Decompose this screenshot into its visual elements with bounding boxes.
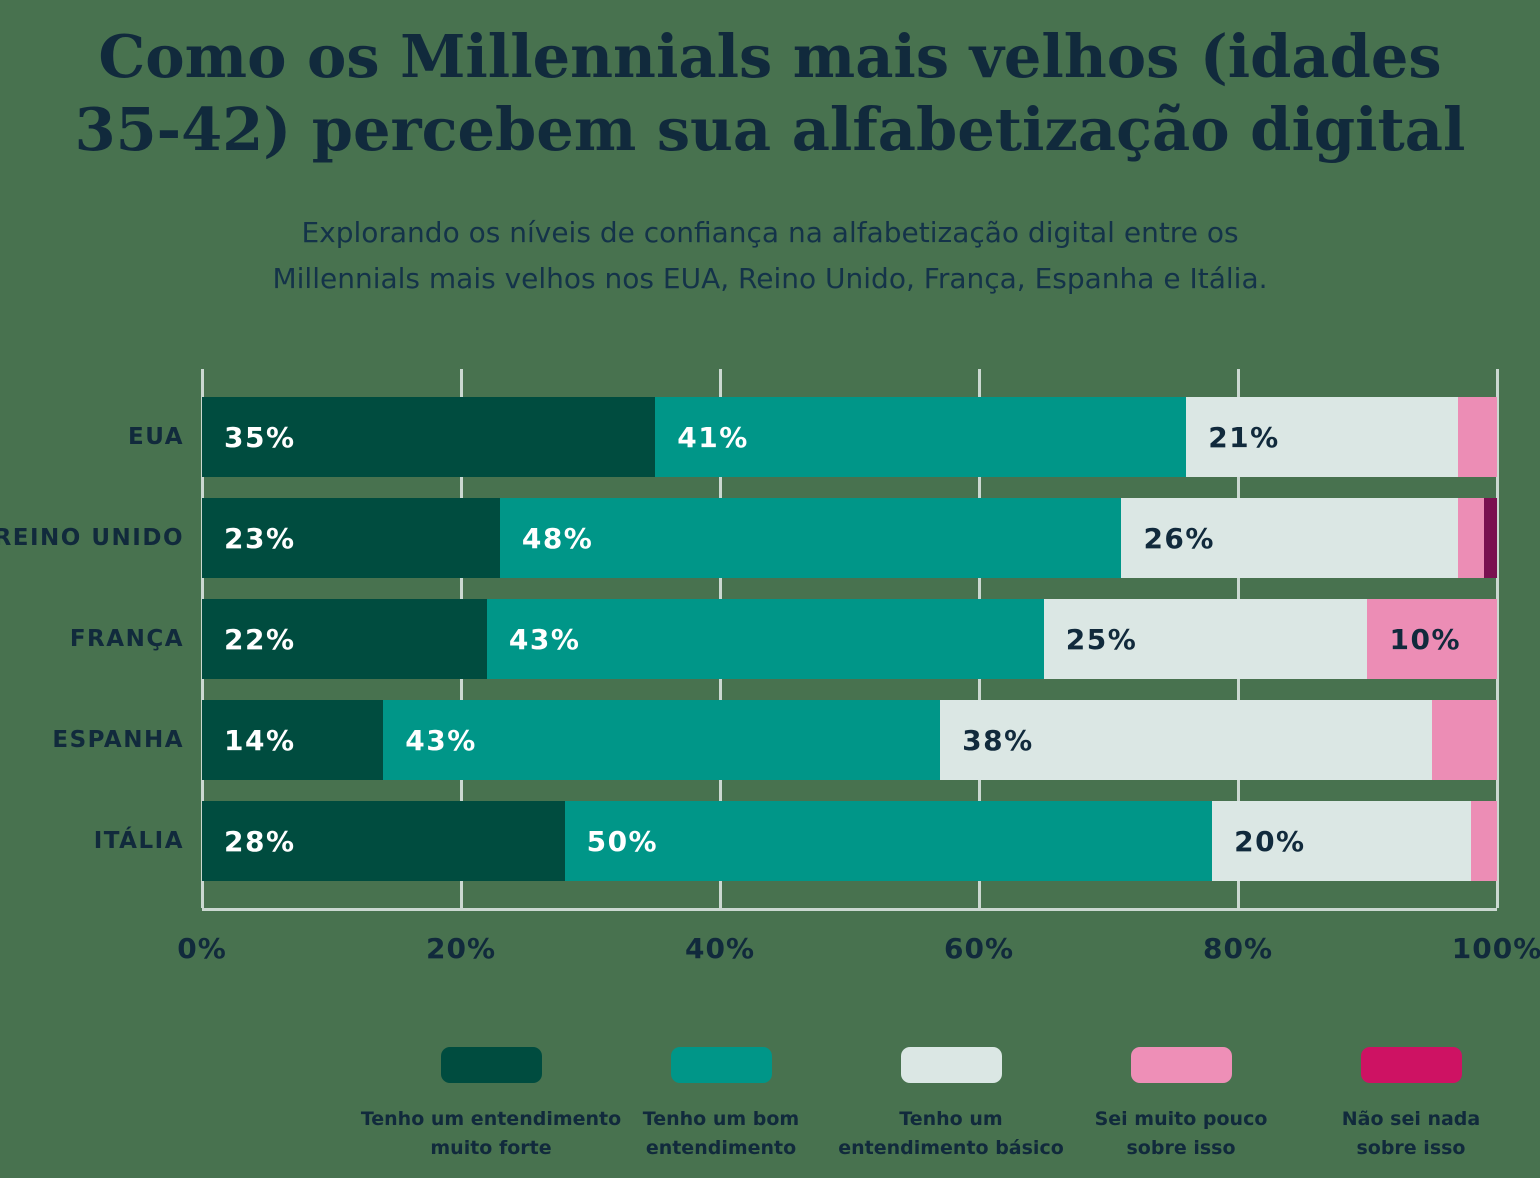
legend-item: Sei muito pouco sobre isso [1066, 1047, 1296, 1162]
legend-label: Tenho um entendimento muito forte [361, 1105, 621, 1162]
category-label: FRANÇA [69, 626, 184, 652]
legend-item: Tenho um entendimento muito forte [361, 1047, 621, 1162]
bar-row: ESPANHA 14% 43% 38% [52, 700, 1497, 780]
x-axis-tick-label: 100% [1451, 932, 1540, 965]
bar-value-label: 21% [1208, 420, 1280, 454]
bar-segment: 10% [1367, 599, 1497, 679]
legend-label: Sei muito pouco sobre isso [1095, 1105, 1268, 1162]
legend-label-line: sobre isso [1356, 1136, 1466, 1159]
subtitle-line: Millennials mais velhos nos EUA, Reino U… [272, 262, 1268, 296]
chart-title: Como os Millennials mais velhos (idades 3… [0, 20, 1540, 166]
bar-segment: 14% [202, 700, 384, 780]
legend-label: Tenho um entendimento básico [838, 1105, 1064, 1162]
bar-value-label: 23% [224, 521, 296, 555]
x-axis-tick-label: 60% [943, 932, 1015, 965]
bar-segment: 48% [499, 498, 1122, 578]
bar-value-label: 25% [1065, 622, 1138, 656]
legend: Tenho um entendimento muito forte Tenho um… [361, 1047, 1526, 1162]
bar-segment: 23% [202, 498, 500, 578]
bar-segment [1484, 498, 1497, 578]
legend-label-line: entendimento básico [838, 1136, 1064, 1159]
legend-swatch [1360, 1047, 1462, 1083]
bar-segment: 38% [940, 700, 1433, 780]
bar-segment: 22% [202, 599, 487, 679]
stacked-bar: 22% 43% 25% 10% [202, 599, 1497, 679]
legend-label-line: entendimento [645, 1136, 797, 1159]
legend-label-line: muito forte [430, 1136, 552, 1159]
bar-segment: 20% [1212, 801, 1472, 881]
legend-swatch [670, 1047, 772, 1083]
legend-swatch [1130, 1047, 1232, 1083]
plot-area: 0% 20% 40% 60% 80% 100% EUA 35% 41% 21% REINO UNID… [0, 369, 1540, 965]
stacked-bar: 35% 41% 21% [202, 397, 1497, 477]
bar-segment: 26% [1121, 498, 1459, 578]
legend-swatch [900, 1047, 1002, 1083]
legend-label: Tenho um bom entendimento [643, 1105, 799, 1162]
bar-row: REINO UNIDO 23% 48% 26% [0, 498, 1497, 578]
bar-value-label: 50% [586, 824, 659, 858]
x-axis-tick-label: 20% [425, 932, 497, 965]
category-label: REINO UNIDO [0, 525, 184, 551]
category-label: ESPANHA [52, 727, 184, 753]
bar-segment: 28% [202, 801, 565, 881]
bar-value-label: 26% [1143, 521, 1215, 555]
bar-value-label: 43% [508, 622, 581, 656]
bar-value-label: 38% [962, 723, 1034, 757]
bar-row: EUA 35% 41% 21% [128, 397, 1497, 477]
x-axis-tick-label: 40% [684, 932, 756, 965]
x-axis-tick-label: 0% [177, 932, 227, 965]
bar-segment [1432, 700, 1497, 780]
bar-row: FRANÇA 22% 43% 25% 10% [70, 599, 1497, 679]
legend-label-line: Tenho um bom [642, 1108, 800, 1130]
bar-segment: 25% [1043, 599, 1368, 679]
bar-segment: 43% [383, 700, 941, 780]
gridline [1495, 369, 1499, 908]
bar-value-label: 14% [224, 723, 296, 757]
legend-label-line: sobre isso [1126, 1136, 1236, 1159]
bar-segment: 43% [486, 599, 1044, 679]
bar-value-label: 35% [224, 420, 296, 454]
bar-segment: 41% [655, 397, 1187, 477]
bar-value-label: 41% [677, 420, 749, 454]
title-line: 35-42) percebem sua alfabetização digita… [74, 95, 1466, 165]
bar-segment: 35% [202, 397, 656, 477]
legend-item: Tenho um bom entendimento [606, 1047, 836, 1162]
bar-value-label: 10% [1389, 622, 1462, 656]
stacked-bar: 14% 43% 38% [202, 700, 1497, 780]
category-label: EUA [128, 424, 184, 450]
category-label: ITÁLIA [93, 828, 184, 854]
legend-label-line: Sei muito pouco [1094, 1108, 1268, 1130]
legend-item: Não sei nada sobre isso [1296, 1047, 1526, 1162]
stacked-bar: 23% 48% 26% [202, 498, 1497, 578]
subtitle-line: Explorando os níveis de confiança na alf… [301, 216, 1239, 249]
legend-label-line: Tenho um [899, 1108, 1003, 1130]
bar-value-label: 22% [224, 622, 296, 656]
bar-segment [1471, 801, 1497, 881]
chart-subtitle: Explorando os níveis de confiança na alf… [190, 210, 1350, 302]
legend-label-line: Tenho um entendimento [360, 1108, 622, 1130]
bar-segment [1458, 397, 1497, 477]
bar-value-label: 20% [1234, 824, 1306, 858]
stacked-bar: 28% 50% 20% [202, 801, 1497, 881]
bar-value-label: 48% [521, 521, 594, 555]
bar-segment [1458, 498, 1485, 578]
bar-value-label: 28% [224, 824, 296, 858]
bar-segment: 50% [564, 801, 1213, 881]
title-line: Como os Millennials mais velhos (idades [98, 22, 1442, 91]
bar-row: ITÁLIA 28% 50% 20% [94, 801, 1497, 881]
bar-value-label: 43% [405, 723, 477, 757]
legend-label: Não sei nada sobre isso [1342, 1105, 1480, 1162]
bar-segment: 21% [1186, 397, 1459, 477]
legend-swatch [440, 1047, 542, 1083]
x-axis-tick-label: 80% [1202, 932, 1274, 965]
legend-item: Tenho um entendimento básico [836, 1047, 1066, 1162]
legend-label-line: Não sei nada [1341, 1108, 1481, 1130]
